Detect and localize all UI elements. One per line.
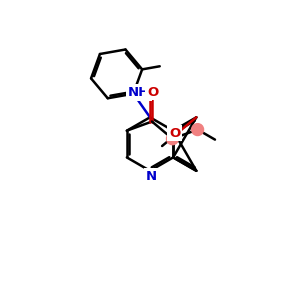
Circle shape xyxy=(192,124,203,136)
Text: O: O xyxy=(147,86,158,99)
Circle shape xyxy=(167,133,178,145)
Text: O: O xyxy=(169,127,180,140)
Text: N: N xyxy=(146,170,157,183)
Text: NH: NH xyxy=(128,86,150,99)
